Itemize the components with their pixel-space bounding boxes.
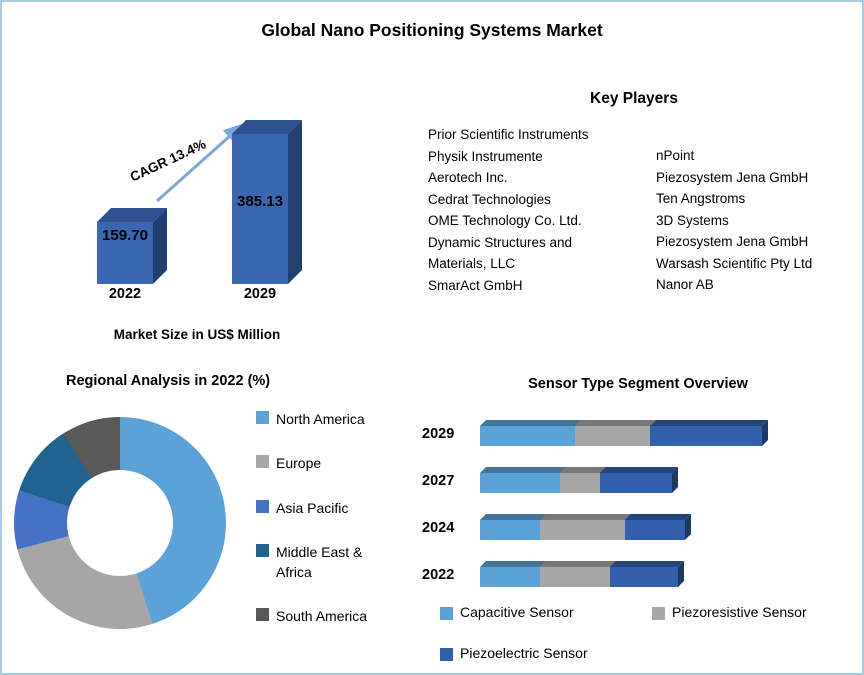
market-axis-label-2029: 2029 xyxy=(243,286,277,302)
sensor-heading: Sensor Type Segment Overview xyxy=(528,376,748,392)
sensor-bar-segment xyxy=(540,519,625,540)
legend-item: Asia Pacific xyxy=(256,498,388,518)
key-player: nPoint xyxy=(656,148,695,163)
market-bar xyxy=(232,112,304,284)
legend-swatch xyxy=(256,608,269,622)
sensor-bar-year-label: 2024 xyxy=(422,519,455,536)
legend-item: Europe xyxy=(256,453,388,473)
sensor-bar-segment xyxy=(625,519,685,540)
market-bar xyxy=(97,112,169,284)
key-player: Ten Angstroms xyxy=(656,191,746,206)
legend-label: Asia Pacific xyxy=(276,499,349,516)
key-players-columns: Prior Scientific Instruments Physik Inst… xyxy=(422,124,846,296)
legend-item: North America xyxy=(256,409,388,429)
sensor-bar-segment xyxy=(480,566,540,587)
legend-swatch xyxy=(256,411,269,424)
key-player: Piezosystem Jena GmbH xyxy=(656,169,809,185)
regional-analysis-section: Regional Analysis in 2022 (%) North Amer… xyxy=(14,367,412,667)
sensor-stacked-bar xyxy=(480,466,800,493)
legend-swatch xyxy=(256,455,269,469)
sensor-bar-top-face xyxy=(480,419,768,426)
legend-swatch xyxy=(652,606,665,620)
legend-item: Piezoresistive Sensor xyxy=(652,604,807,620)
legend-item: Piezoelectric Sensor xyxy=(440,645,588,661)
sensor-bar-row: 2022 xyxy=(422,551,800,598)
key-player: SmarAct GmbH xyxy=(428,277,523,293)
key-player: Aerotech Inc. xyxy=(428,170,508,185)
key-player: Physik Instrumente xyxy=(428,148,543,164)
sensor-stacked-bar xyxy=(480,560,800,587)
sensor-bar-row: 2029 xyxy=(422,410,800,457)
regional-heading: Regional Analysis in 2022 (%) xyxy=(66,373,271,389)
sensor-bar-segment xyxy=(480,425,575,446)
sensor-bar-year-label: 2022 xyxy=(422,566,455,583)
key-players-column-left: Prior Scientific Instruments Physik Inst… xyxy=(428,124,630,296)
legend-label: Piezoresistive Sensor xyxy=(672,604,807,620)
legend-item: Middle East & Africa xyxy=(256,542,388,583)
sensor-segment-section: Sensor Type Segment Overview 2029 2027 202… xyxy=(422,370,854,670)
market-axis-label-2022: 2022 xyxy=(108,286,142,302)
legend-swatch xyxy=(256,499,269,513)
sensor-stacked-bar xyxy=(480,513,800,540)
sensor-bar-year-label: 2027 xyxy=(422,472,455,489)
legend-label: South America xyxy=(276,608,368,625)
sensor-bar-top-face xyxy=(480,466,678,473)
legend-item: South America xyxy=(256,606,388,626)
sensor-bars: 2029 2027 2024 2022 xyxy=(422,410,800,598)
legend-label: North America xyxy=(276,411,365,427)
market-bar-value-2029: 385.13 xyxy=(237,193,283,210)
sensor-bar-top-face xyxy=(480,560,684,567)
sensor-bar-segment xyxy=(650,425,762,446)
legend-item: Capacitive Sensor xyxy=(440,604,574,620)
market-bar-value-2022: 159.70 xyxy=(102,227,148,244)
key-player: OME Technology Co. Ltd. xyxy=(428,213,582,228)
sensor-bar-segment xyxy=(600,472,672,493)
sensor-bar-row: 2027 xyxy=(422,457,800,504)
regional-donut-chart xyxy=(14,417,226,629)
sensor-bar-top-face xyxy=(480,513,691,520)
legend-label: Europe xyxy=(276,455,322,472)
legend-label: Piezoelectric Sensor xyxy=(460,645,588,661)
key-player: Nanor AB xyxy=(656,277,714,292)
sensor-stacked-bar xyxy=(480,419,800,446)
regional-legend: North America Europe Asia Pacific Middle… xyxy=(256,409,388,627)
bar-side-face xyxy=(153,208,167,284)
key-player: Cedrat Technologies xyxy=(428,191,551,207)
sensor-bar-segment xyxy=(575,425,650,446)
legend-label: Capacitive Sensor xyxy=(460,604,574,620)
sensor-bar-segment xyxy=(560,472,600,493)
bar-front-face xyxy=(232,134,288,284)
key-players-heading: Key Players xyxy=(590,90,678,107)
sensor-bar-segment xyxy=(480,472,560,493)
legend-swatch xyxy=(256,543,269,557)
page-title: Global Nano Positioning Systems Market xyxy=(261,20,603,40)
key-player: Prior Scientific Instruments xyxy=(428,127,589,142)
sensor-bar-row: 2024 xyxy=(422,504,800,551)
market-size-chart: 159.70 385.13 CAGR 13.4% 2022 2029 Marke… xyxy=(57,105,337,350)
sensor-bar-segment xyxy=(540,566,610,587)
legend-swatch xyxy=(440,606,453,620)
key-player: 3D Systems xyxy=(656,212,729,228)
legend-label: Middle East & Africa xyxy=(276,543,363,581)
key-players-section: Key Players Prior Scientific Instruments… xyxy=(422,90,846,296)
market-chart-caption: Market Size in US$ Million xyxy=(113,327,281,342)
sensor-bar-year-label: 2029 xyxy=(422,425,455,442)
legend-swatch xyxy=(440,647,453,661)
key-players-column-right: nPoint Piezosystem Jena GmbH Ten Angstro… xyxy=(656,145,840,296)
key-player: Warsash Scientific Pty Ltd xyxy=(656,255,813,271)
key-player: Piezosystem Jena GmbH xyxy=(656,234,809,249)
bar-front-face xyxy=(97,222,153,284)
sensor-legend: Capacitive Sensor Piezoresistive Sensor … xyxy=(440,604,845,664)
sensor-bar-segment xyxy=(480,519,540,540)
sensor-bar-segment xyxy=(610,566,678,587)
key-player: Dynamic Structures and Materials, LLC xyxy=(428,234,573,272)
